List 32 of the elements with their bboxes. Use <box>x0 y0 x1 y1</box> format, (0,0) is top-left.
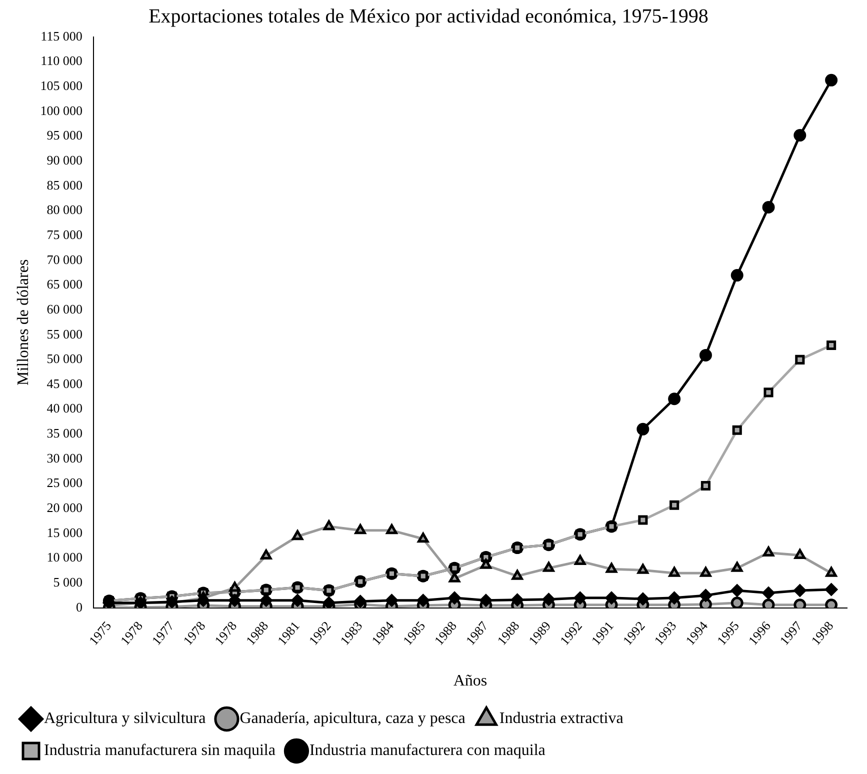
y-tick-label: 30 000 <box>46 450 82 466</box>
legend-label: Industria extractiva <box>499 710 624 728</box>
y-tick-label: 115 000 <box>40 28 82 44</box>
legend-label: Ganadería, apicultura, caza y pesca <box>240 710 466 728</box>
y-tick-label: 10 000 <box>46 550 82 565</box>
y-tick-label: 105 000 <box>40 78 82 94</box>
legend-label: Industria manufacturera sin maquila <box>44 742 276 760</box>
y-tick-label: 35 000 <box>46 426 82 441</box>
y-tick-label: 55 000 <box>46 326 82 342</box>
y-tick-label: 15 000 <box>46 524 82 540</box>
y-axis-title: Millones de dólares <box>14 259 32 386</box>
legend-label: Industria manufacturera con maquila <box>309 742 546 760</box>
y-tick-label: 40 000 <box>46 400 82 416</box>
y-tick-label: 25 000 <box>46 475 82 490</box>
y-tick-label: 20 000 <box>46 500 82 515</box>
y-tick-label: 85 000 <box>46 177 82 192</box>
y-tick-label: 50 000 <box>46 351 82 366</box>
chart-title: Exportaciones totales de México por actividad económica, 1975-1998 <box>148 5 708 28</box>
y-tick-label: 95 000 <box>46 128 82 143</box>
y-tick-label: 0 <box>76 599 82 614</box>
y-tick-label: 45 000 <box>46 376 82 391</box>
y-tick-label: 70 000 <box>46 252 82 267</box>
y-tick-label: 80 000 <box>46 202 82 218</box>
y-tick-label: 5 000 <box>53 574 82 590</box>
legend-label: Agricultura y silvicultura <box>44 710 206 728</box>
y-tick-label: 100 000 <box>40 102 82 118</box>
y-tick-label: 65 000 <box>46 276 82 292</box>
y-tick-label: 60 000 <box>46 301 82 316</box>
y-tick-label: 90 000 <box>46 152 82 168</box>
x-axis-title: Años <box>453 672 488 690</box>
y-tick-label: 75 000 <box>46 226 82 242</box>
y-tick-label: 110 000 <box>40 53 82 68</box>
